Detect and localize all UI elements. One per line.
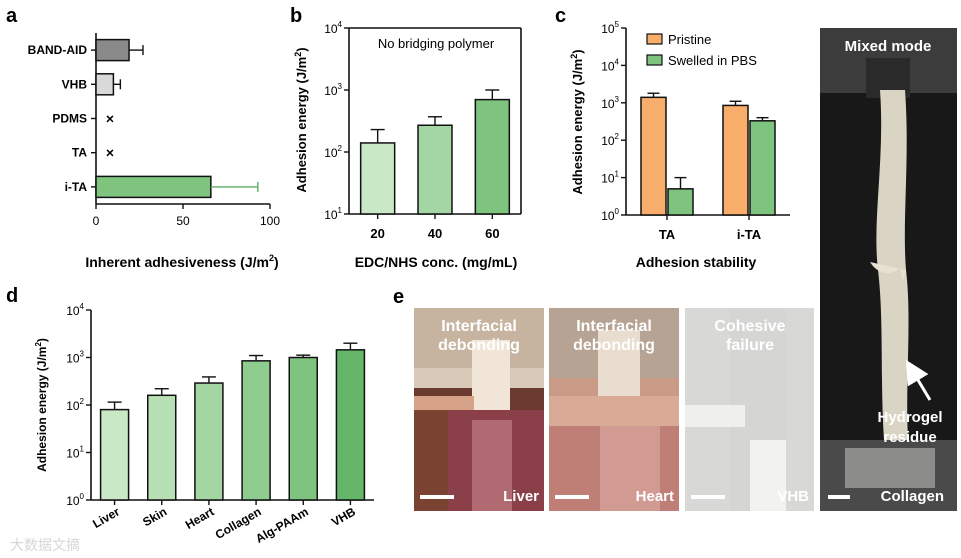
legend-swatch-pristine (646, 33, 663, 45)
scale-bar (828, 495, 850, 499)
photo-collagen: Mixed mode Hydrogel residue Collagen (820, 28, 957, 511)
chart-b: 101 102 103 104 20 40 60 (324, 20, 522, 241)
y-tick-label: 103 (324, 82, 342, 98)
y-tick-label: 104 (66, 302, 84, 318)
photo-heart-title-line2: debonding (573, 337, 655, 354)
bar (147, 394, 177, 501)
bar (417, 124, 453, 215)
photo-vhb: Cohesive failure VHB (685, 308, 814, 511)
y-tick-label: 105 (601, 20, 619, 36)
photo-liver-tissue: Liver (503, 488, 539, 505)
panel-letter-c: c (555, 5, 566, 27)
category-label: TA (72, 146, 87, 160)
bar (722, 104, 749, 216)
bar (335, 349, 366, 501)
watermark: 大数据文摘 (10, 537, 80, 553)
panel-letter-d: d (6, 285, 18, 307)
y-tick-label: 102 (66, 397, 84, 413)
panel-letter-b: b (290, 5, 302, 27)
bar (667, 188, 694, 216)
photo-collagen-tissue: Collagen (881, 488, 944, 505)
x-tick-label: 100 (260, 214, 280, 228)
photo-heart: Interfacial debonding Heart (549, 308, 679, 511)
category-label: PDMS (52, 112, 87, 126)
photo-collagen-title: Mixed mode (845, 38, 932, 55)
scale-bar (691, 495, 725, 499)
x-tick-label: 0 (93, 214, 100, 228)
bar (749, 120, 776, 216)
y-tick-label: 103 (601, 95, 619, 111)
no-adhesion-marker: × (106, 111, 114, 127)
bar (99, 408, 130, 501)
legend-swatch-swelled (646, 54, 663, 66)
bar (359, 142, 396, 215)
photo-liver-title-line1: Interfacial (441, 318, 517, 335)
no-adhesion-marker: × (106, 145, 114, 161)
photo-heart-tissue: Heart (636, 488, 674, 505)
x-tick-label: 50 (176, 214, 190, 228)
chart-a: 0 50 100 BAND-AID VHB PDMS × TA × i-TA (28, 33, 280, 228)
scale-bar (420, 495, 454, 499)
scale-bar (555, 495, 589, 499)
bar (95, 38, 130, 62)
photo-vhb-title-line2: failure (726, 337, 774, 354)
category-label: i-TA (737, 227, 762, 242)
category-label: TA (659, 227, 676, 242)
panel-letter-e: e (393, 286, 404, 308)
y-tick-label: 104 (324, 20, 342, 36)
photo-vhb-tissue: VHB (777, 488, 809, 505)
category-label: i-TA (65, 180, 88, 194)
legend-label-swelled: Swelled in PBS (668, 53, 757, 68)
y-tick-label: 103 (66, 350, 84, 366)
photo-heart-title-line1: Interfacial (576, 318, 652, 335)
category-label: 20 (370, 226, 384, 241)
chart-c: 100 101 102 103 104 105 TA i-TA (601, 20, 790, 242)
chart-c-ylabel: Adhesion energy (J/m2) (569, 49, 585, 194)
bar (474, 98, 511, 215)
y-tick-label: 101 (66, 445, 84, 461)
bar (640, 96, 667, 216)
category-label: VHB (62, 77, 88, 91)
bar (288, 356, 318, 501)
bar (95, 73, 115, 96)
y-tick-label: 100 (601, 207, 619, 223)
category-label: Skin (140, 504, 169, 529)
arrow-icon (905, 359, 932, 401)
y-tick-label: 101 (601, 170, 619, 186)
chart-d-ylabel: Adhesion energy (J/m2) (34, 338, 49, 472)
y-tick-label: 104 (601, 57, 619, 73)
category-label: Alg-PAAm (253, 504, 311, 545)
photo-liver: Interfacial debonding Liver (414, 308, 544, 511)
photo-vhb-title-line1: Cohesive (714, 318, 785, 335)
photo-liver-title-line2: debonding (438, 337, 520, 354)
y-tick-label: 101 (324, 206, 342, 222)
bar (194, 382, 224, 501)
y-tick-label: 102 (324, 144, 342, 160)
bar (95, 175, 212, 199)
chart-b-ylabel: Adhesion energy (J/m2) (293, 47, 309, 192)
chart-b-annotation: No bridging polymer (378, 36, 495, 51)
legend-label-pristine: Pristine (668, 32, 711, 47)
photo-collagen-arrow-label-line1: Hydrogel (877, 409, 942, 426)
category-label: 60 (485, 226, 499, 241)
chart-b-xlabel: EDC/NHS conc. (mg/mL) (355, 254, 518, 270)
category-label: VHB (329, 504, 358, 529)
y-tick-label: 102 (601, 132, 619, 148)
photo-collagen-arrow-label-line2: residue (883, 429, 936, 446)
category-label: Heart (183, 504, 217, 531)
bar (241, 360, 271, 501)
chart-a-xlabel: Inherent adhesiveness (J/m2) (85, 253, 278, 270)
category-label: BAND-AID (28, 43, 88, 57)
category-label: Liver (90, 504, 122, 531)
chart-c-xlabel: Adhesion stability (636, 254, 757, 270)
y-tick-label: 100 (66, 492, 84, 508)
panel-letter-a: a (6, 5, 18, 27)
category-label: 40 (428, 226, 442, 241)
